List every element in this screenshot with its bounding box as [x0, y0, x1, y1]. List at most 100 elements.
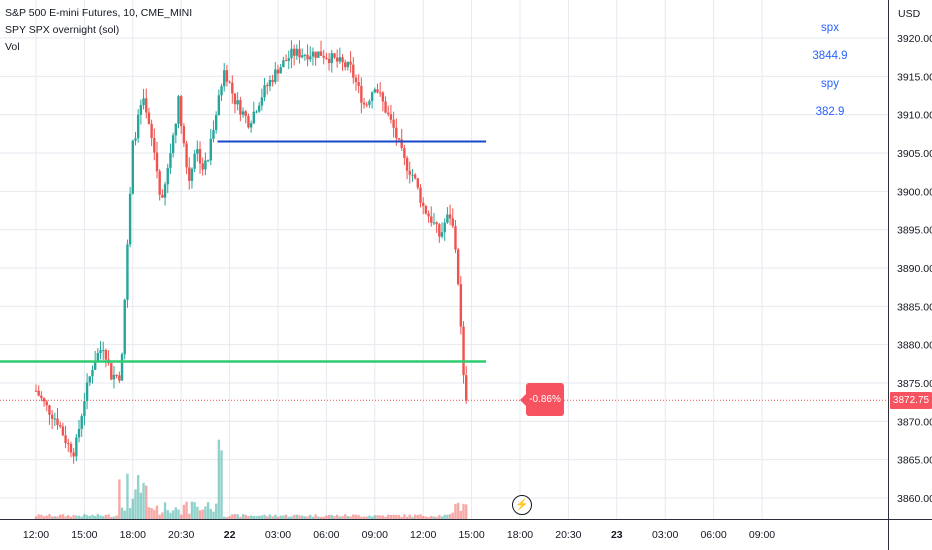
volume-bar	[50, 516, 54, 519]
volume-bar	[161, 512, 164, 519]
volume-bar	[115, 515, 118, 519]
candle-body	[228, 81, 231, 83]
candle-body	[72, 452, 75, 457]
y-tick-label: 3865.00	[897, 455, 932, 467]
volume-bar	[214, 503, 218, 519]
volume-bar	[257, 515, 261, 519]
volume-bar	[295, 514, 299, 519]
x-tick-label: 20:30	[555, 529, 581, 541]
volume-indicator-name[interactable]: Vol	[5, 41, 20, 53]
indicator-name[interactable]: SPY SPX overnight (sol)	[5, 24, 120, 36]
candle-body	[392, 119, 395, 128]
candle-body	[204, 160, 207, 170]
volume-bar	[110, 516, 113, 519]
volume-bar	[276, 516, 280, 519]
candle-body	[85, 382, 89, 402]
candle-body	[405, 158, 409, 171]
volume-bar	[454, 503, 457, 519]
candle-body	[438, 224, 441, 237]
volume-bar	[424, 516, 428, 519]
candle-body	[370, 92, 374, 102]
candle-body	[48, 405, 51, 415]
candle-body	[231, 82, 234, 94]
volume-bar	[403, 514, 406, 519]
candle-body	[424, 206, 428, 214]
volume-bar	[456, 502, 460, 519]
volume-bar	[290, 516, 293, 519]
x-tick-label: 15:00	[71, 529, 97, 541]
candle-body	[295, 48, 299, 56]
candle-body	[99, 350, 102, 353]
candle-body	[333, 53, 336, 58]
candle-body	[266, 85, 269, 87]
volume-bar	[126, 473, 129, 519]
symbol-title[interactable]: S&P 500 E-mini Futures, 10, CME_MINI	[5, 7, 193, 19]
volume-bar	[389, 515, 393, 519]
volume-bar	[212, 511, 215, 519]
volume-bar	[346, 516, 350, 519]
volume-bar	[185, 501, 188, 519]
candle-body	[365, 104, 368, 106]
volume-bar	[85, 515, 89, 519]
y-tick-label: 3905.00	[897, 148, 932, 160]
candle-body	[413, 174, 417, 179]
candle-body	[314, 51, 317, 58]
volume-bar	[61, 514, 65, 519]
candle-body	[83, 401, 86, 417]
candle-body	[155, 152, 159, 172]
volume-bar	[344, 514, 347, 519]
volume-bar	[260, 515, 264, 519]
candle-body	[373, 89, 376, 93]
candle-body	[150, 123, 153, 139]
volume-bar	[416, 515, 420, 519]
volume-bar	[287, 516, 290, 519]
volume-bar	[182, 504, 186, 519]
candle-body	[177, 96, 180, 124]
candle-body	[126, 244, 129, 300]
x-tick-label: 06:00	[313, 529, 339, 541]
volume-bar	[169, 512, 172, 519]
candle-body	[174, 123, 178, 136]
candle-body	[91, 369, 94, 377]
candle-body	[381, 92, 385, 102]
volume-bar	[271, 516, 274, 519]
candle-body	[123, 299, 126, 355]
volume-bar	[301, 515, 304, 519]
x-tick-label: 09:00	[749, 529, 775, 541]
y-tick-label: 3890.00	[897, 263, 932, 275]
candle-body	[378, 92, 382, 94]
volume-bar	[171, 510, 175, 519]
candle-body	[118, 375, 121, 381]
volume-bar	[322, 516, 325, 519]
candle-body	[341, 57, 344, 63]
x-tick-label: 03:00	[265, 529, 291, 541]
volume-bar	[392, 514, 395, 519]
volume-bar	[166, 510, 169, 519]
x-tick-label: 22	[224, 529, 236, 541]
candle-body	[416, 178, 420, 188]
volume-bar	[163, 502, 167, 519]
candle-body	[93, 361, 97, 370]
candle-body	[357, 82, 360, 86]
volume-bar	[198, 510, 202, 519]
candle-body	[451, 218, 454, 227]
y-tick-label: 3915.00	[897, 71, 932, 83]
volume-bar	[306, 516, 309, 519]
candle-body	[459, 284, 463, 327]
volume-bar	[37, 514, 40, 519]
candle-body	[163, 184, 167, 198]
lightning-icon[interactable]: ⚡	[512, 495, 532, 515]
x-tick-label: 06:00	[700, 529, 726, 541]
volume-bar	[193, 502, 196, 519]
volume-bar	[67, 515, 70, 519]
candle-body	[56, 418, 59, 426]
candle-body	[330, 53, 333, 64]
volume-bar	[284, 514, 288, 519]
volume-bar	[225, 516, 229, 519]
candle-body	[249, 123, 253, 128]
candle-body	[169, 153, 172, 168]
volume-bar	[118, 479, 121, 519]
chart-legend: S&P 500 E-mini Futures, 10, CME_MINI SPY…	[5, 5, 192, 56]
volume-bar	[42, 516, 46, 519]
